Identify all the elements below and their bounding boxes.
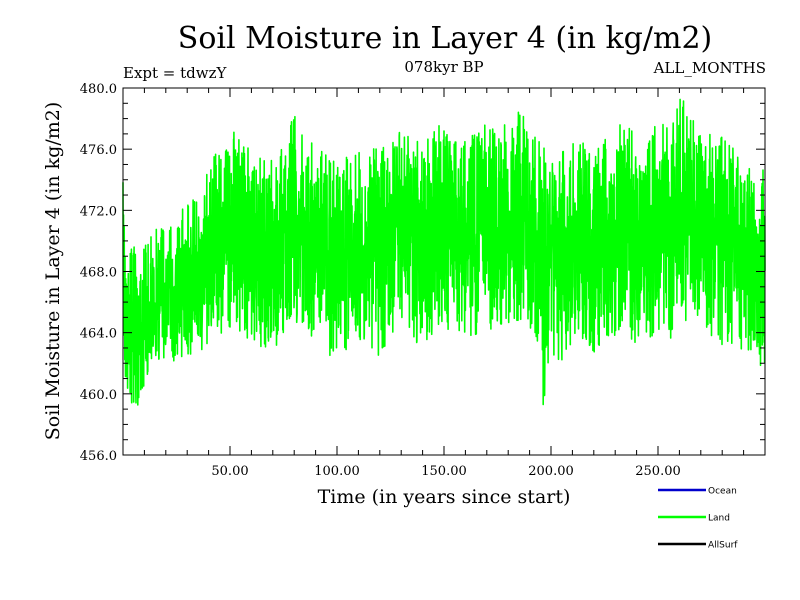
x-tick-label: 250.00 — [635, 464, 681, 479]
y-tick-label: 456.0 — [80, 449, 117, 464]
chart-experiment: Expt = tdwzY — [123, 64, 228, 82]
series-layer — [122, 98, 766, 406]
y-tick-label: 460.0 — [80, 388, 117, 403]
legend: Ocean Land AllSurf — [658, 487, 738, 551]
y-tick-label: 476.0 — [80, 143, 117, 158]
y-tick-label: 480.0 — [80, 82, 117, 97]
x-axis: 50.00 100.00 150.00 200.00 250.00 — [143, 88, 745, 479]
x-tick-label: 100.00 — [314, 464, 360, 479]
legend-label-ocean: Ocean — [708, 487, 737, 497]
x-axis-label: Time (in years since start) — [318, 486, 571, 508]
y-axis-label: Soil Moisture in Layer 4 (in kg/m2) — [42, 102, 64, 441]
plot-area: 456.0 460.0 464.0 468.0 472.0 476.0 480.0 50.0… — [80, 82, 766, 479]
x-tick-label: 50.00 — [211, 464, 248, 479]
chart-subtitle: 078kyr BP — [404, 58, 483, 76]
x-tick-label: 150.00 — [421, 464, 467, 479]
y-axis: 456.0 460.0 464.0 468.0 472.0 476.0 480.0 — [80, 82, 765, 464]
chart-period: ALL_MONTHS — [653, 59, 766, 77]
y-tick-label: 472.0 — [80, 204, 117, 219]
y-tick-label: 464.0 — [80, 327, 117, 342]
legend-label-allsurf: AllSurf — [708, 541, 738, 551]
series-line-land — [122, 98, 766, 406]
x-tick-label: 200.00 — [528, 464, 574, 479]
chart-title: Soil Moisture in Layer 4 (in kg/m2) — [178, 21, 712, 56]
legend-label-land: Land — [708, 514, 730, 524]
y-tick-label: 468.0 — [80, 266, 117, 281]
